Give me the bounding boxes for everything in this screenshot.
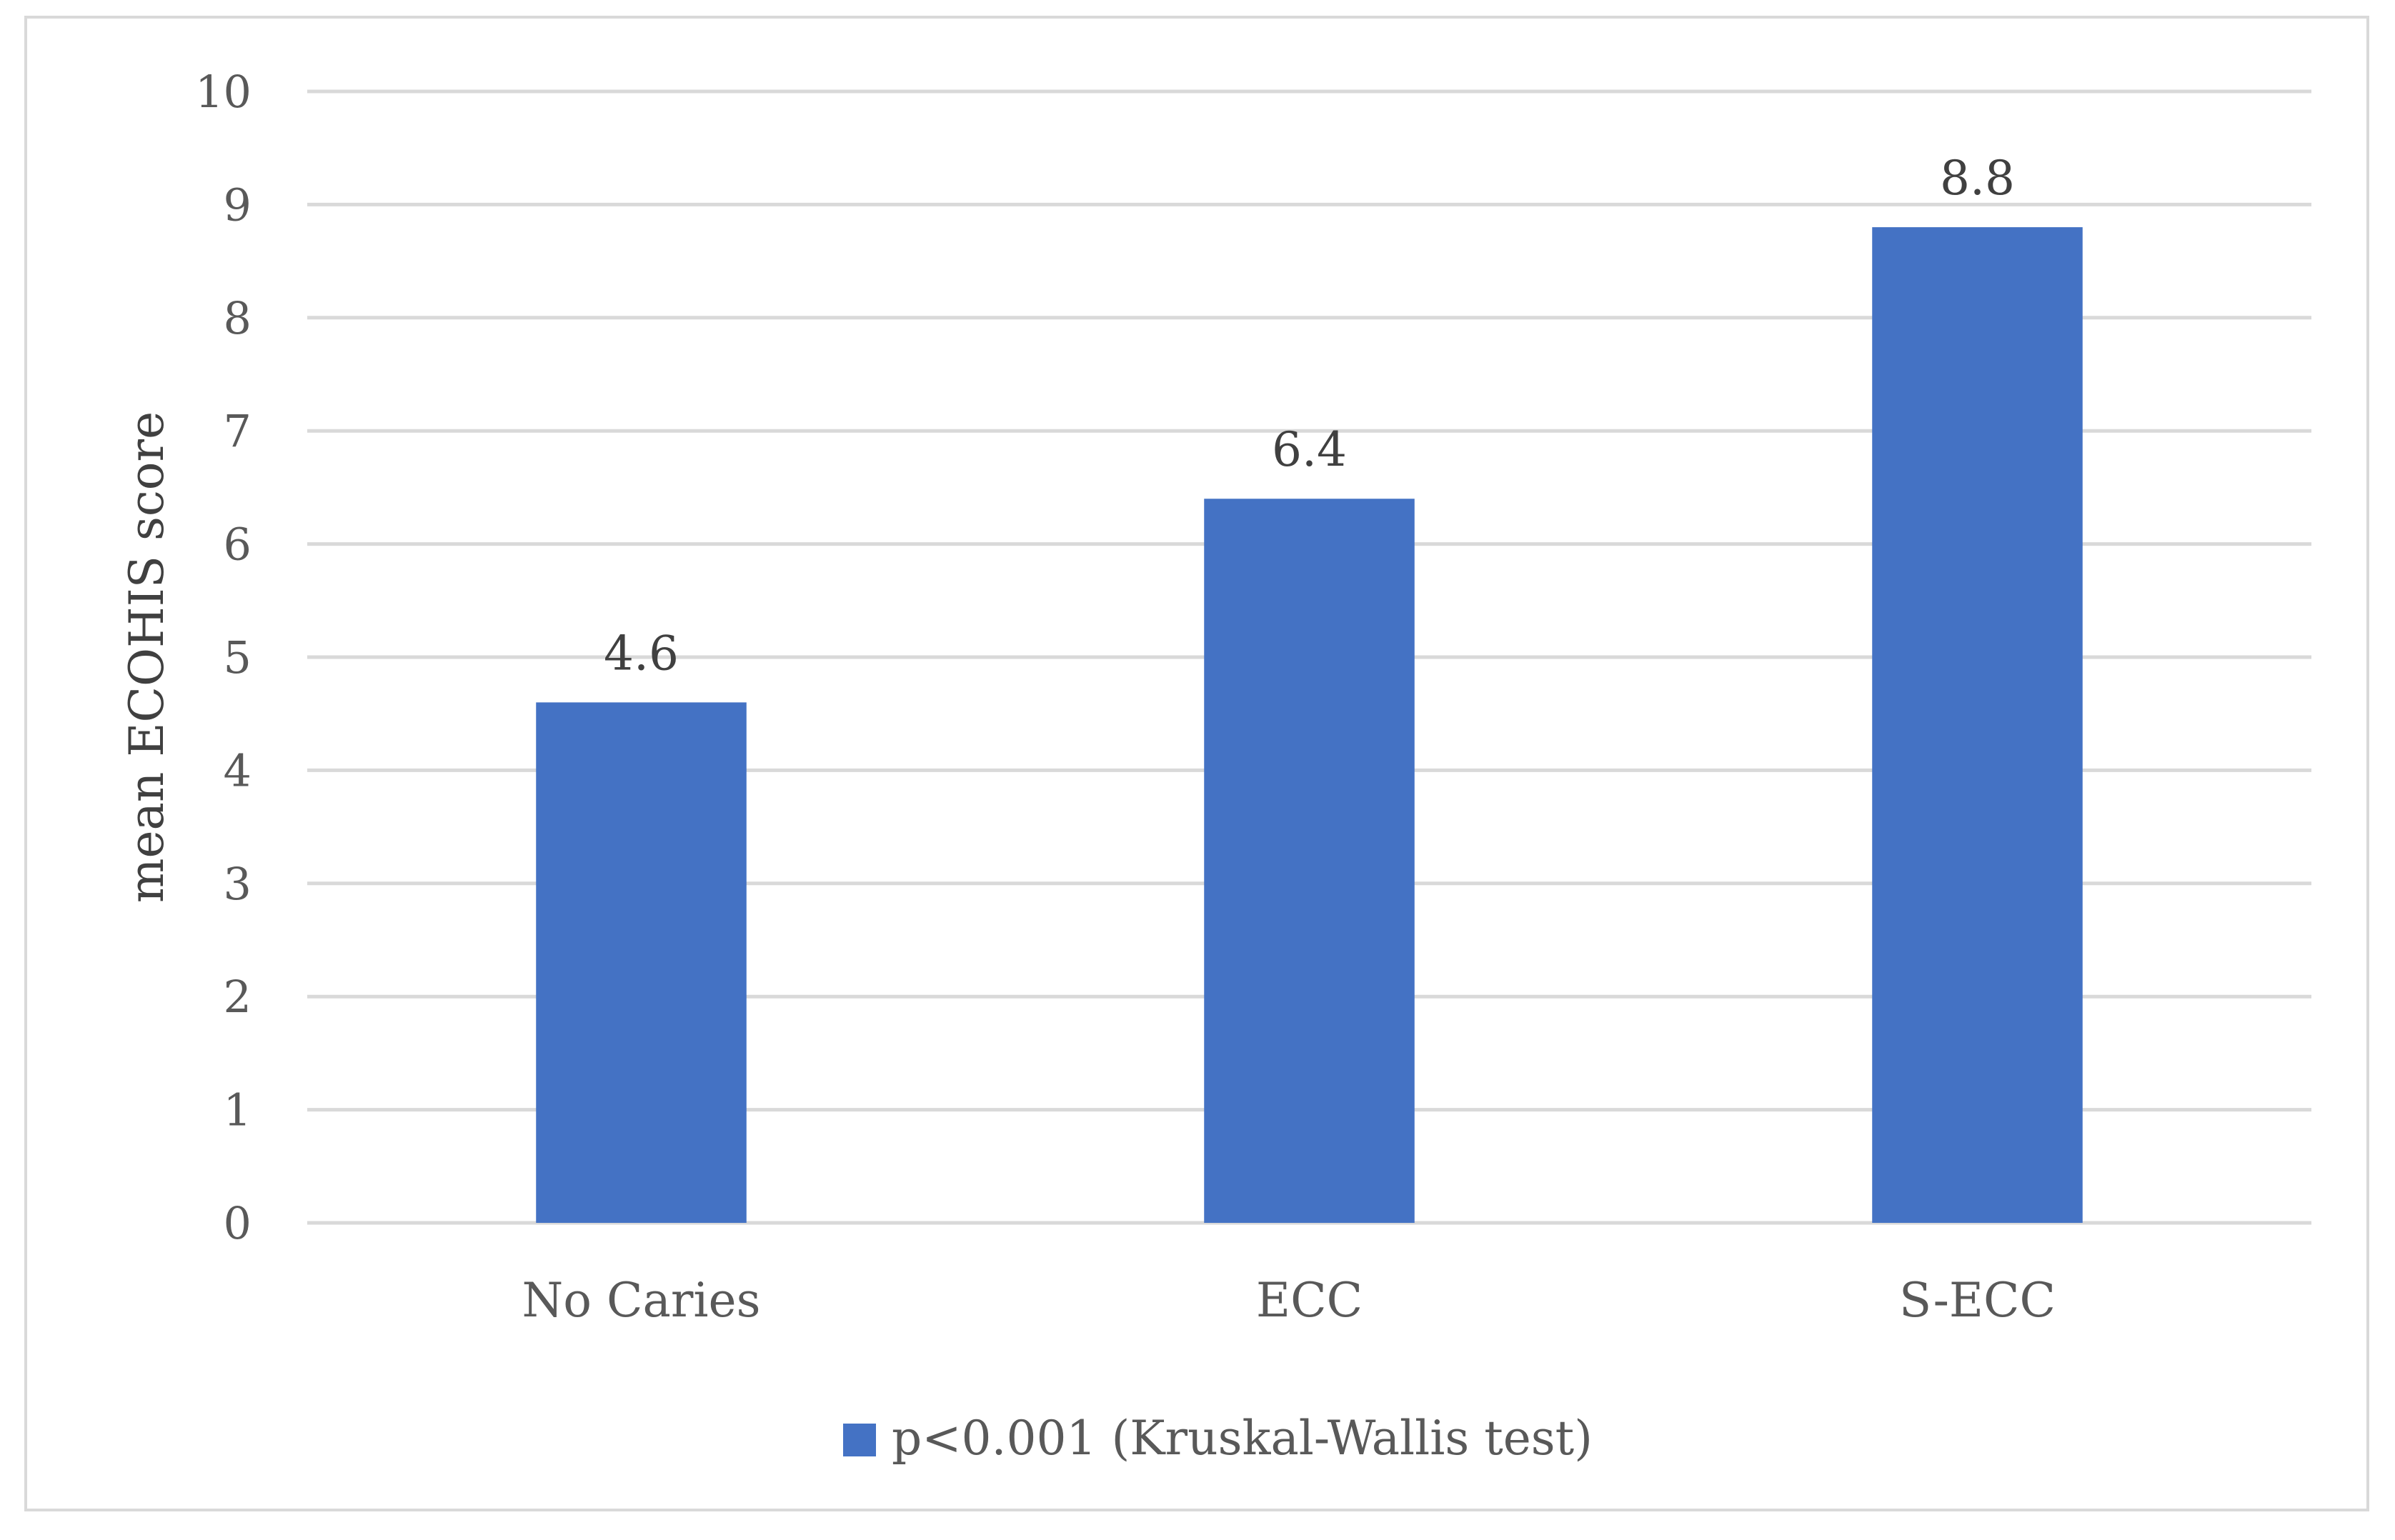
x-axis-ticks: No Caries ECC S-ECC	[522, 1273, 2056, 1328]
y-axis-ticks: 0 1 2 3 4 5 6 7 8 9 10	[195, 66, 252, 1249]
y-tick-label: 2	[224, 971, 252, 1023]
x-tick-label: No Caries	[522, 1273, 761, 1328]
legend-label: p<0.001 (Kruskal-Wallis test)	[892, 1411, 1593, 1466]
y-tick-label: 3	[224, 858, 252, 910]
y-axis-title: mean ECOHIS score	[119, 411, 174, 903]
y-tick-label: 8	[224, 292, 252, 344]
y-tick-label: 5	[224, 631, 252, 684]
x-tick-label: ECC	[1256, 1273, 1363, 1328]
y-tick-label: 9	[224, 179, 252, 231]
y-tick-label: 0	[224, 1197, 252, 1249]
data-label: 8.8	[1940, 151, 2015, 206]
data-label: 6.4	[1272, 422, 1347, 477]
legend-swatch	[843, 1424, 876, 1456]
y-tick-label: 10	[195, 66, 252, 118]
bar-s-ecc	[1872, 227, 2083, 1224]
legend: p<0.001 (Kruskal-Wallis test)	[843, 1411, 1593, 1466]
x-tick-label: S-ECC	[1899, 1273, 2056, 1328]
bar-no-caries	[536, 702, 747, 1223]
data-labels: 4.6 6.4 8.8	[604, 151, 2015, 681]
bar-ecc	[1204, 499, 1415, 1223]
y-tick-label: 4	[224, 744, 252, 796]
bars	[536, 227, 2083, 1224]
y-tick-label: 1	[224, 1084, 252, 1136]
y-tick-label: 7	[224, 405, 252, 457]
data-label: 4.6	[604, 626, 679, 681]
y-tick-label: 6	[224, 519, 252, 571]
